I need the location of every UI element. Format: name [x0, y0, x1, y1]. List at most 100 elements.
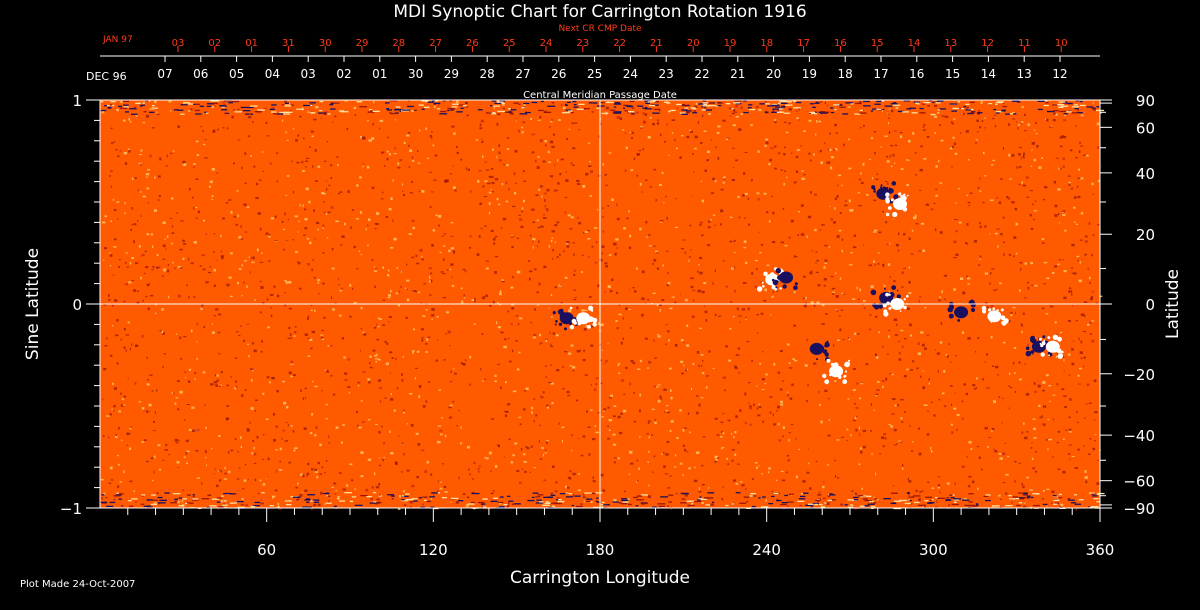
speckle: [275, 449, 278, 451]
speckle: [471, 491, 475, 494]
speckle: [251, 261, 255, 264]
speckle: [1018, 183, 1021, 186]
polar-noise: [576, 108, 584, 110]
speckle: [479, 127, 483, 130]
speckle: [1002, 216, 1005, 219]
polar-noise: [684, 107, 689, 109]
speckle: [701, 484, 705, 486]
speckle: [1031, 457, 1034, 460]
speckle: [836, 439, 840, 441]
polar-noise: [118, 498, 122, 500]
speckle: [1078, 337, 1080, 341]
speckle: [123, 300, 126, 303]
polar-noise: [115, 494, 122, 496]
speckle: [649, 186, 653, 188]
speckle: [716, 131, 720, 134]
speckle: [755, 385, 758, 387]
speckle: [618, 313, 622, 316]
speckle: [936, 500, 938, 503]
speckle: [270, 293, 274, 296]
polar-noise: [482, 498, 488, 500]
polar-noise: [241, 106, 249, 109]
speckle: [838, 229, 842, 232]
speckle: [505, 381, 507, 384]
speckle: [503, 163, 505, 166]
speckle: [248, 115, 252, 119]
speckle: [908, 158, 910, 160]
speckle: [603, 408, 607, 411]
polar-noise: [582, 496, 586, 498]
speckle: [103, 303, 107, 306]
speckle: [368, 218, 371, 221]
speckle: [564, 276, 568, 279]
speckle: [748, 382, 751, 384]
speckle: [195, 428, 200, 432]
speckle: [792, 358, 795, 360]
region-speckle: [878, 302, 883, 307]
polar-noise: [1037, 108, 1043, 111]
speckle: [693, 110, 697, 113]
speckle: [630, 169, 634, 171]
speckle: [387, 269, 390, 272]
speckle: [1059, 222, 1060, 224]
speckle: [244, 389, 247, 391]
region-speckle: [990, 320, 993, 323]
speckle: [582, 435, 586, 438]
speckle: [873, 131, 877, 133]
speckle: [262, 434, 265, 436]
speckle: [421, 258, 424, 261]
speckle: [884, 437, 887, 440]
polar-noise: [277, 506, 280, 508]
speckle: [656, 122, 660, 125]
speckle: [456, 151, 459, 154]
speckle: [1004, 442, 1007, 444]
speckle: [999, 282, 1002, 285]
speckle: [976, 119, 979, 122]
speckle: [570, 162, 573, 165]
polar-noise: [543, 111, 552, 113]
speckle: [137, 188, 139, 192]
speckle: [222, 127, 225, 129]
speckle: [422, 315, 426, 317]
polar-noise: [635, 505, 639, 507]
polar-noise: [477, 109, 483, 111]
region-speckle: [776, 280, 779, 283]
speckle: [1087, 323, 1090, 326]
speckle: [366, 165, 370, 169]
speckle: [488, 211, 491, 215]
speckle: [607, 437, 610, 440]
speckle: [887, 112, 889, 114]
region-speckle: [1047, 351, 1051, 355]
speckle: [985, 302, 988, 305]
speckle: [873, 497, 876, 498]
speckle: [1026, 431, 1029, 433]
speckle: [755, 106, 759, 108]
polar-noise: [374, 502, 382, 504]
axes: 60 120 180 240 300 36010−1906040200−20−40−60−…: [60, 38, 1155, 559]
x-tick-label: 300: [919, 541, 948, 559]
speckle: [1073, 221, 1076, 223]
speckle: [288, 281, 292, 284]
cmp-month-label: DEC 96: [86, 70, 127, 83]
speckle: [854, 402, 857, 405]
speckle: [835, 148, 838, 151]
active-region-positive: [981, 305, 1009, 326]
speckle: [744, 151, 748, 153]
speckle: [984, 225, 987, 228]
speckle: [715, 146, 717, 149]
polar-noise: [1022, 496, 1027, 499]
speckle: [1057, 430, 1061, 433]
speckle: [908, 499, 910, 501]
region-speckle: [886, 301, 890, 306]
speckle: [790, 219, 794, 223]
polar-noise: [830, 111, 835, 114]
speckle: [1034, 284, 1038, 287]
region-speckle: [844, 364, 846, 366]
speckle: [977, 186, 980, 189]
speckle: [1096, 122, 1101, 126]
speckle: [812, 250, 814, 252]
polar-noise: [968, 493, 974, 495]
polar-noise: [543, 496, 549, 498]
speckle: [515, 182, 518, 185]
speckle: [1089, 281, 1091, 284]
